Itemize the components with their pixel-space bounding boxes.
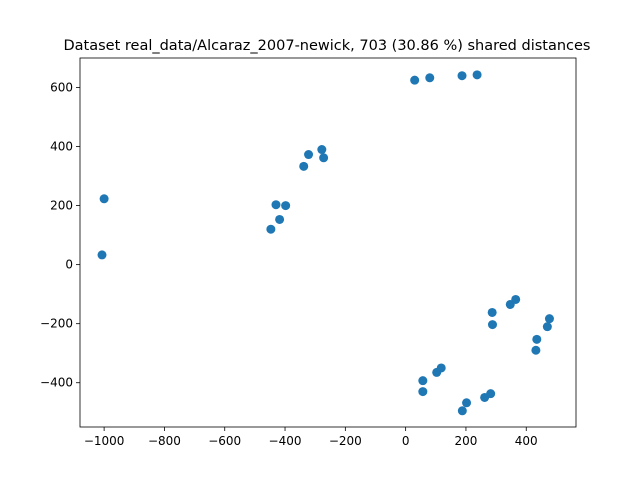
- x-tick-label: 400: [515, 434, 538, 448]
- y-tick-label: −400: [40, 376, 73, 390]
- data-point: [457, 406, 467, 416]
- data-point: [418, 387, 428, 397]
- data-point: [425, 73, 435, 83]
- data-point: [486, 389, 496, 399]
- y-tick-label: 400: [50, 140, 73, 154]
- data-point: [410, 75, 420, 85]
- data-point: [542, 322, 552, 332]
- data-point: [99, 194, 109, 204]
- data-point: [418, 376, 428, 386]
- chart-title: Dataset real_data/Alcaraz_2007-newick, 7…: [63, 38, 590, 54]
- data-point: [299, 161, 309, 171]
- data-point: [275, 214, 285, 224]
- y-tick-label: 200: [50, 199, 73, 213]
- plot-area: −1000 −800 −600 −400 −200 0 200 400 −400 −200 0 200…: [40, 57, 577, 448]
- x-tick-label: −400: [269, 434, 302, 448]
- x-tick-label: 200: [454, 434, 477, 448]
- x-tick-label: 0: [402, 434, 410, 448]
- data-point: [266, 224, 276, 234]
- x-tick-label: −1000: [84, 434, 125, 448]
- data-point: [271, 200, 281, 210]
- data-point: [457, 71, 467, 81]
- y-tick-label: 0: [65, 258, 73, 272]
- data-point: [487, 307, 497, 317]
- data-point: [97, 250, 107, 260]
- data-point: [319, 153, 329, 163]
- x-tick-label: −600: [208, 434, 241, 448]
- x-tick-label: −800: [148, 434, 181, 448]
- data-point: [304, 150, 314, 160]
- data-point: [436, 363, 446, 373]
- y-tick-label: −200: [40, 317, 73, 331]
- data-point: [487, 320, 497, 330]
- data-point: [531, 345, 541, 355]
- x-tick-label: −200: [329, 434, 362, 448]
- data-point: [472, 70, 482, 80]
- axes-frame: [79, 57, 577, 428]
- data-point: [281, 201, 291, 211]
- data-point: [544, 314, 554, 324]
- data-point: [462, 398, 472, 408]
- data-point: [317, 145, 327, 155]
- y-tick-label: 600: [50, 81, 73, 95]
- data-point: [532, 334, 542, 344]
- data-point: [511, 294, 521, 304]
